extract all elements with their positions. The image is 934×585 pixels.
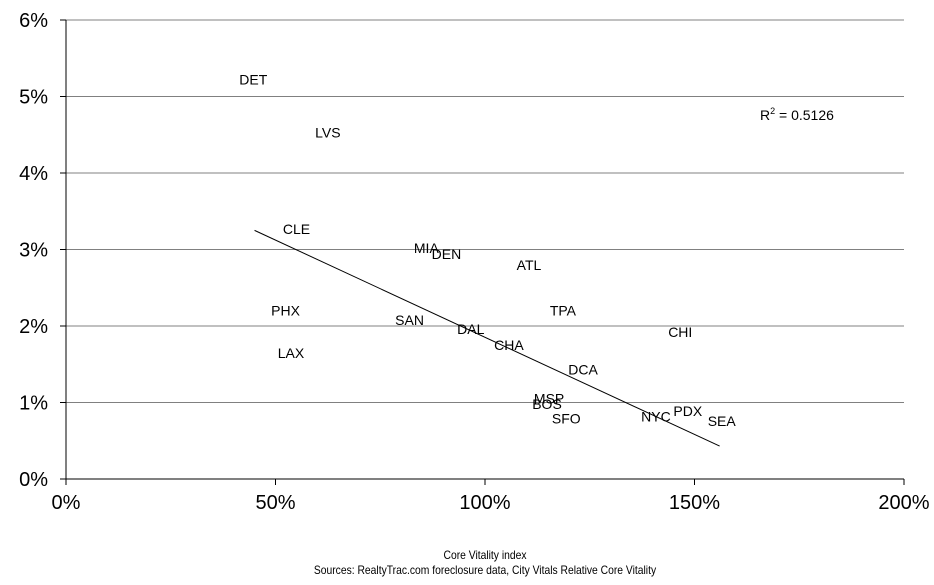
y-ticks: 0% 1% 2% 3% 4% 5% 6% [19,10,66,491]
r-squared-annotation: R2 = 0.5126 [760,106,834,123]
data-point-label: CHA [494,337,524,353]
data-point-label: PHX [271,303,300,319]
data-point-label: DET [239,72,267,88]
gridlines [66,19,904,403]
y-tick-label: 2% [19,316,48,338]
data-point-label: LVS [315,124,340,140]
source-note: Sources: RealtyTrac.com foreclosure data… [313,563,657,577]
data-point-label: MIA [414,240,440,256]
data-point-label: CHI [668,324,692,340]
y-tick-label: 3% [19,240,48,262]
data-point-label: DEN [432,246,462,262]
data-point-label: SEA [708,413,737,429]
data-point-label: DCA [568,362,598,378]
x-tick-label: 150% [669,492,720,514]
data-point-label: BOS [532,396,562,412]
data-point-label: LAX [278,345,305,361]
data-point-label: SAN [395,312,424,328]
y-tick-label: 4% [19,163,48,185]
trendline [254,229,720,447]
y-tick-label: 0% [19,469,48,491]
data-point-label: ATL [517,257,542,273]
x-tick-label: 100% [459,492,510,514]
trendline-group [254,229,720,447]
x-ticks: 0% 50% 100% 150% 200% [52,479,930,514]
data-point-label: PDX [673,403,702,419]
x-axis-label: Core Vitality index [443,548,527,562]
data-point-label: DAL [457,321,484,337]
data-point-label: TPA [550,303,577,319]
data-point-label: SFO [552,411,581,427]
x-tick-label: 200% [878,492,929,514]
x-tick-label: 50% [255,492,295,514]
x-tick-label: 0% [52,492,81,514]
y-tick-label: 5% [19,87,48,109]
data-point-label: MSP [534,391,564,407]
data-point-label: NYC [641,408,671,424]
y-tick-label: 1% [19,393,48,415]
data-point-label: CLE [283,221,310,237]
y-tick-label: 6% [19,10,48,32]
